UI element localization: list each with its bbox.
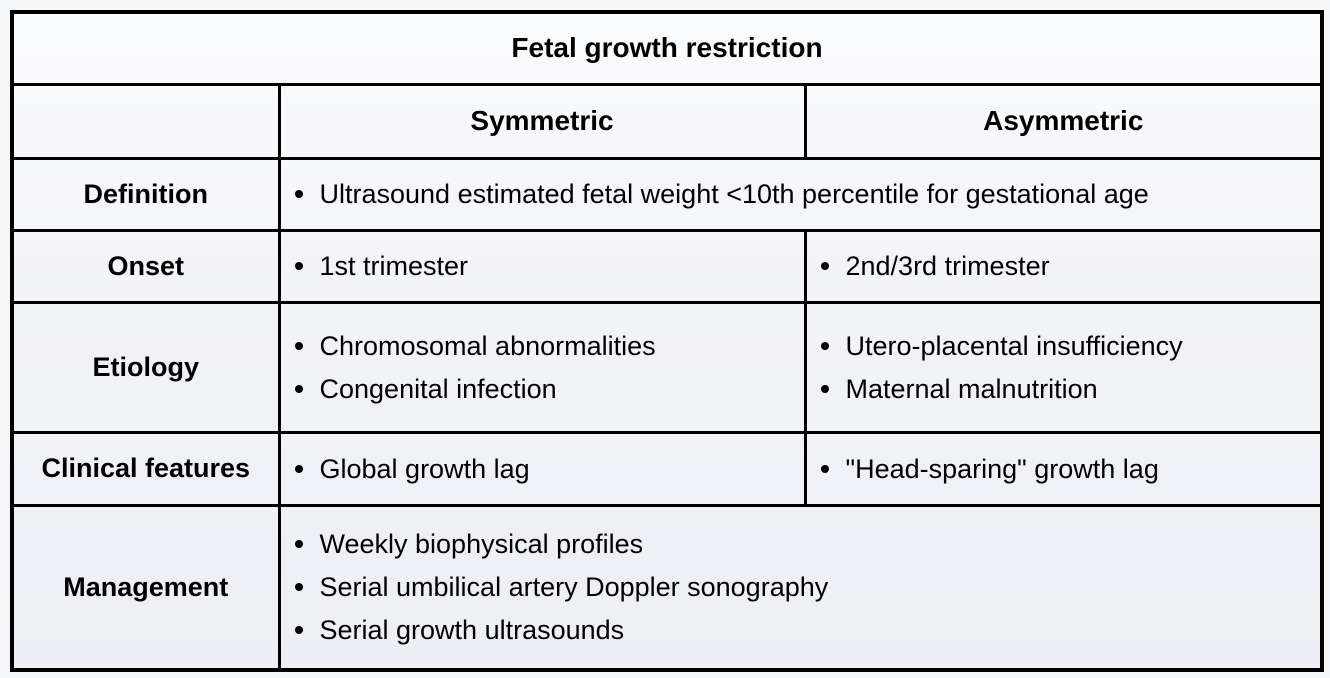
onset-asymmetric-list: 2nd/3rd trimester (807, 250, 1321, 282)
management-list: Weekly biophysical profiles Serial umbil… (281, 528, 1321, 646)
clinical-features-row: Clinical features Global growth lag "Hea… (10, 430, 1324, 507)
list-item: "Head-sparing" growth lag (807, 453, 1321, 485)
list-item: Serial umbilical artery Doppler sonograp… (281, 571, 1321, 603)
onset-symmetric-list: 1st trimester (281, 250, 804, 282)
list-item: Congenital infection (281, 373, 804, 405)
corner-cell (10, 82, 281, 160)
column-header-row: Symmetric Asymmetric (10, 82, 1324, 160)
onset-row: Onset 1st trimester 2nd/3rd trimester (10, 228, 1324, 304)
definition-row: Definition Ultrasound estimated fetal we… (10, 156, 1324, 232)
management-cell: Weekly biophysical profiles Serial umbil… (277, 503, 1324, 672)
row-label-management: Management (10, 503, 281, 672)
list-item: Ultrasound estimated fetal weight <10th … (281, 178, 1321, 210)
list-item: Global growth lag (281, 453, 804, 485)
row-label-etiology: Etiology (10, 300, 281, 434)
etiology-symmetric-list: Chromosomal abnormalities Congenital inf… (281, 330, 804, 405)
column-header-symmetric: Symmetric (277, 82, 807, 160)
clinical-features-asymmetric-list: "Head-sparing" growth lag (807, 453, 1321, 485)
title-row: Fetal growth restriction (10, 10, 1324, 86)
etiology-asymmetric-list: Utero-placental insufficiency Maternal m… (807, 330, 1321, 405)
column-header-asymmetric: Asymmetric (803, 82, 1324, 160)
definition-cell: Ultrasound estimated fetal weight <10th … (277, 156, 1324, 232)
list-item: 1st trimester (281, 250, 804, 282)
list-item: Maternal malnutrition (807, 373, 1321, 405)
definition-list: Ultrasound estimated fetal weight <10th … (281, 178, 1321, 210)
row-label-definition: Definition (10, 156, 281, 232)
clinical-features-symmetric-list: Global growth lag (281, 453, 804, 485)
table-title: Fetal growth restriction (10, 10, 1324, 86)
onset-symmetric-cell: 1st trimester (277, 228, 807, 304)
management-row: Management Weekly biophysical profiles S… (10, 503, 1324, 672)
row-label-clinical-features: Clinical features (10, 430, 281, 507)
list-item: Weekly biophysical profiles (281, 528, 1321, 560)
onset-asymmetric-cell: 2nd/3rd trimester (803, 228, 1324, 304)
fetal-growth-restriction-table: Fetal growth restriction Symmetric Asymm… (10, 10, 1325, 672)
list-item: 2nd/3rd trimester (807, 250, 1321, 282)
clinical-features-asymmetric-cell: "Head-sparing" growth lag (803, 430, 1324, 507)
etiology-asymmetric-cell: Utero-placental insufficiency Maternal m… (803, 300, 1324, 434)
etiology-symmetric-cell: Chromosomal abnormalities Congenital inf… (277, 300, 807, 434)
list-item: Chromosomal abnormalities (281, 330, 804, 362)
clinical-features-symmetric-cell: Global growth lag (277, 430, 807, 507)
list-item: Serial growth ultrasounds (281, 614, 1321, 646)
etiology-row: Etiology Chromosomal abnormalities Conge… (10, 300, 1324, 434)
list-item: Utero-placental insufficiency (807, 330, 1321, 362)
row-label-onset: Onset (10, 228, 281, 304)
